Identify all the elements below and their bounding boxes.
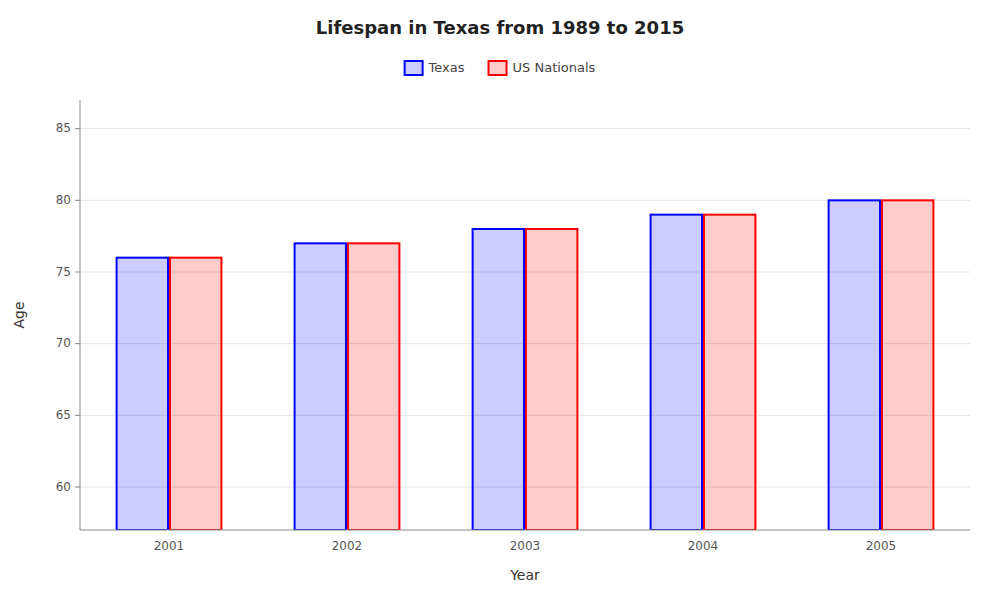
y-tick: [75, 128, 80, 129]
y-axis-label: Age: [11, 301, 27, 328]
bar: [295, 243, 346, 530]
y-tick: [75, 272, 80, 273]
y-tick: [75, 415, 80, 416]
y-tick: [75, 200, 80, 201]
legend-swatch: [489, 61, 507, 75]
y-tick-label: 65: [56, 408, 71, 422]
x-tick-label: 2004: [688, 539, 719, 553]
bar: [348, 243, 399, 530]
bar: [170, 258, 221, 530]
y-tick-label: 85: [56, 121, 71, 135]
bars: [117, 200, 934, 530]
x-tick-label: 2002: [332, 539, 363, 553]
y-tick: [75, 487, 80, 488]
chart-svg: 60 65 70 75 80 85 2001 2002 2003 2004 2005 Year Age L…: [0, 0, 1000, 600]
chart-container: 60 65 70 75 80 85 2001 2002 2003 2004 2005 Year Age L…: [0, 0, 1000, 600]
grid-line: [80, 128, 970, 129]
x-tick-label: 2003: [510, 539, 541, 553]
y-tick-label: 70: [56, 336, 71, 350]
bar: [829, 200, 880, 530]
legend-label: US Nationals: [513, 60, 596, 75]
x-tick-label: 2005: [866, 539, 897, 553]
legend-label: Texas: [428, 60, 465, 75]
bar: [651, 215, 702, 530]
y-tick-label: 75: [56, 265, 71, 279]
y-axis-line: [80, 100, 81, 530]
y-tick-label: 80: [56, 193, 71, 207]
x-axis-label: Year: [509, 567, 540, 583]
bar: [704, 215, 755, 530]
bar: [526, 229, 577, 530]
x-axis-line: [80, 530, 970, 531]
x-tick-label: 2001: [154, 539, 185, 553]
bar: [882, 200, 933, 530]
bar: [117, 258, 168, 530]
y-tick: [75, 343, 80, 344]
bar: [473, 229, 524, 530]
legend: Texas US Nationals: [405, 60, 596, 76]
legend-swatch: [405, 61, 423, 75]
y-tick-label: 60: [56, 480, 71, 494]
title: Lifespan in Texas from 1989 to 2015: [316, 17, 684, 38]
